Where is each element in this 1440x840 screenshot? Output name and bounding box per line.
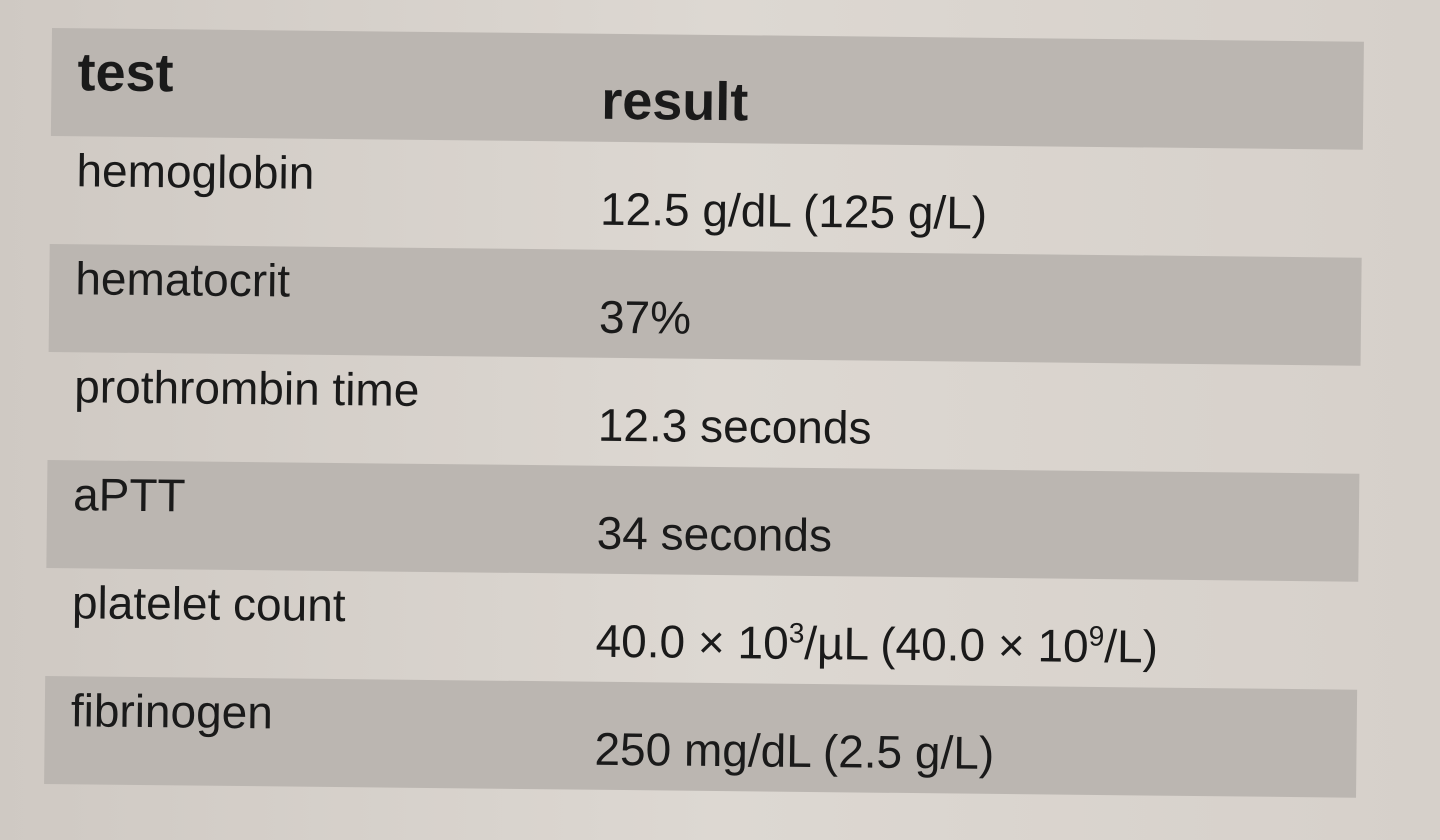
table-header: test result [50,28,1364,150]
table-row: fibrinogen 250 mg/dL (2.5 g/L) [44,675,1358,798]
test-result: 12.5 g/dL (125 g/L) [599,182,988,239]
table-row: prothrombin time 12.3 seconds [47,352,1360,474]
exponent: 3 [788,617,805,649]
test-name: hemoglobin [76,144,315,199]
result-part: /µL (40.0 × 10 [804,616,1089,672]
test-name: platelet count [71,576,346,632]
table-row: hemoglobin 12.5 g/dL (125 g/L) [50,136,1363,258]
table-row: hematocrit 37% [48,243,1362,366]
test-name: hematocrit [75,252,291,307]
header-test: test [77,42,174,104]
test-name: aPTT [72,468,186,522]
lab-results-table: test result hemoglobin 12.5 g/dL (125 g/… [44,28,1364,798]
exponent: 9 [1088,620,1105,652]
test-name: fibrinogen [70,684,274,739]
result-part: 40.0 × 10 [595,614,790,669]
test-result: 34 seconds [596,506,833,562]
header-result: result [600,70,749,133]
test-result: 40.0 × 103/µL (40.0 × 109/L) [595,588,1358,676]
table-row: platelet count 40.0 × 103/µL (40.0 × 109… [45,568,1358,690]
test-result: 250 mg/dL (2.5 g/L) [594,722,995,779]
test-result: 12.3 seconds [597,398,872,454]
test-name: prothrombin time [73,360,420,416]
table-row: aPTT 34 seconds [46,459,1360,582]
test-result: 37% [598,290,692,344]
result-part: /L) [1103,620,1159,673]
